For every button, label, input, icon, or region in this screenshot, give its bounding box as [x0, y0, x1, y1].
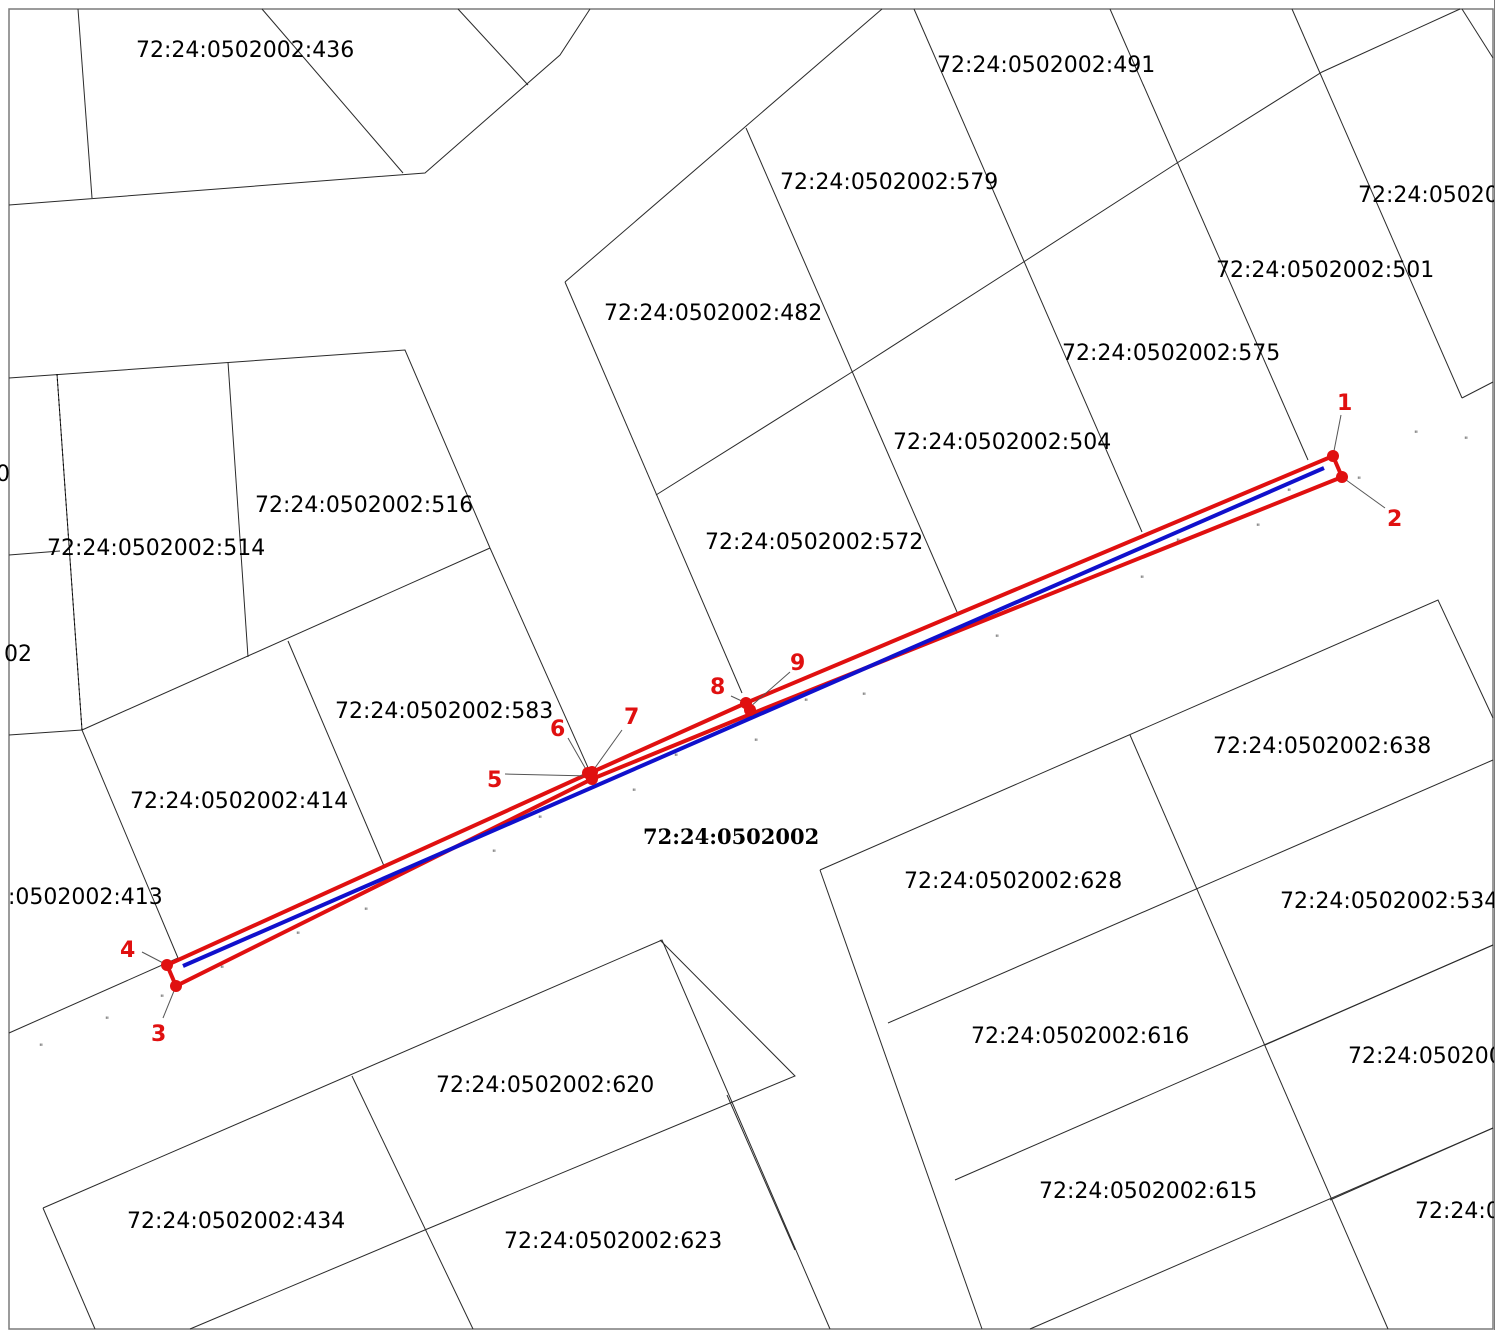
parcel-label: 72:24:0502002:615 [1039, 1179, 1257, 1204]
svg-text:": " [39, 1043, 43, 1053]
point-marker-2 [1336, 471, 1348, 483]
svg-text:": " [492, 849, 496, 859]
parcel-labels: 72:24:0502002:436 72:24:0502002:491 72:2… [0, 38, 1495, 1254]
parcel-label: 72:24:0502002:414 [130, 789, 348, 814]
point-label-5: 5 [487, 768, 502, 793]
svg-text:": " [296, 931, 300, 941]
point-marker-7 [586, 766, 598, 778]
parcel-label: 72:24:0502002:436 [136, 38, 354, 63]
map-frame [8, 8, 1494, 1330]
point-label-2: 2 [1387, 507, 1402, 532]
parcel-label: 72:24:0502002:638 [1213, 734, 1431, 759]
parcel-label: 72:24:0502002:504 [893, 430, 1111, 455]
svg-text:": " [632, 788, 636, 798]
parcel-label: 72:24:050200 [1348, 1044, 1495, 1069]
leader-lines [141, 414, 1386, 1019]
parcel-label: 02 [4, 642, 32, 667]
svg-text:": " [804, 698, 808, 708]
point-labels: 1 2 3 4 5 6 7 8 9 [120, 391, 1402, 1047]
parcel-label: 72:24:0502002:620 [436, 1073, 654, 1098]
parcel-boundaries [8, 8, 1494, 1330]
svg-text:": " [1357, 476, 1361, 486]
point-label-4: 4 [120, 938, 135, 963]
parcel-label: 72:24:0502002:616 [971, 1024, 1189, 1049]
parcel-label: 72:24:0502002:583 [335, 699, 553, 724]
svg-text:": " [364, 907, 368, 917]
point-label-8: 8 [710, 675, 725, 700]
point-marker-3 [170, 980, 182, 992]
parcel-label: 72:24:0502002:628 [904, 869, 1122, 894]
svg-text:": " [1414, 430, 1418, 440]
svg-text:": " [1256, 523, 1260, 533]
point-marker-4 [161, 959, 173, 971]
svg-text:": " [754, 738, 758, 748]
quarter-label: 72:24:0502002 [643, 824, 819, 849]
parcel-label: 72:24:0502002:579 [780, 170, 998, 195]
parcel-label: 72:24:0 [1415, 1199, 1495, 1224]
svg-text:": " [862, 692, 866, 702]
parcel-label: 72:24:0502002:623 [504, 1229, 722, 1254]
svg-text:": " [1140, 575, 1144, 585]
point-label-7: 7 [624, 705, 639, 730]
point-markers [161, 450, 1348, 992]
svg-text:": " [1074, 581, 1078, 591]
svg-text:": " [105, 1016, 109, 1026]
parcel-label: 72:24:050200 [1358, 183, 1495, 208]
svg-text:": " [995, 634, 999, 644]
point-label-1: 1 [1337, 391, 1352, 416]
parcel-label: 72:24:0502002:516 [255, 493, 473, 518]
parcel-label: 72:24:0502002:491 [937, 53, 1155, 78]
svg-text:": " [220, 965, 224, 975]
centerline [182, 466, 1325, 968]
parcel-label: :0502002:413 [8, 885, 163, 910]
svg-text:": " [160, 994, 164, 1004]
svg-text:": " [674, 753, 678, 763]
point-label-9: 9 [790, 651, 805, 676]
parcel-label: 72:24:0502002:575 [1062, 341, 1280, 366]
parcel-label: 72:24:0502002:434 [127, 1209, 345, 1234]
parcel-label: 72:24:0502002:501 [1216, 258, 1434, 283]
svg-text:": " [1287, 488, 1291, 498]
svg-text:": " [1464, 436, 1468, 446]
point-label-6: 6 [550, 717, 565, 742]
point-marker-1 [1327, 450, 1339, 462]
parcel-label: 72:24:0502002:534 [1280, 889, 1495, 914]
parcel-label: 0 [0, 462, 10, 487]
parcel-label: 72:24:0502002:572 [705, 530, 923, 555]
point-marker-9 [744, 704, 756, 716]
svg-text:": " [538, 815, 542, 825]
parcel-label: 72:24:0502002:514 [47, 536, 265, 561]
point-label-3: 3 [151, 1022, 166, 1047]
parcel-label: 72:24:0502002:482 [604, 301, 822, 326]
